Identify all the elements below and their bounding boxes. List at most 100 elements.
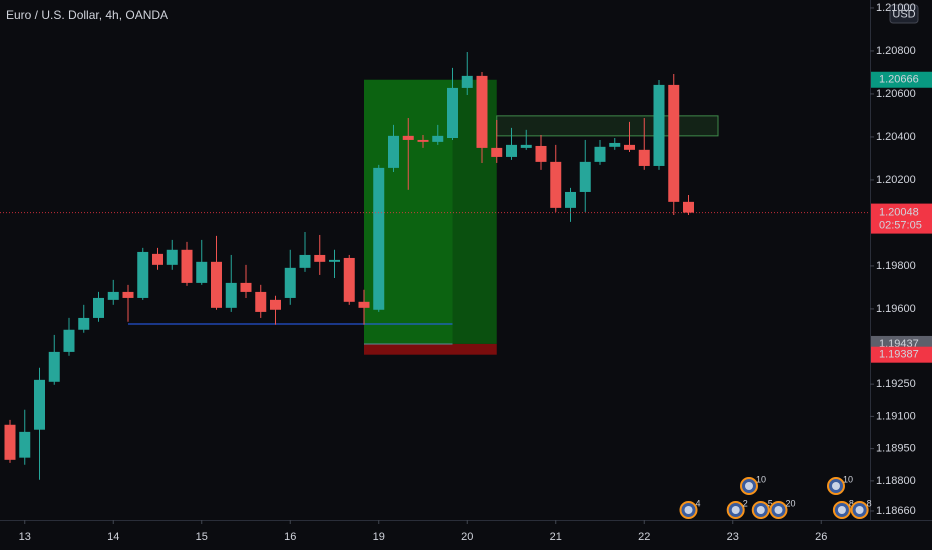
candle-body [19,431,31,458]
candle-body [579,161,591,192]
candle-body [638,149,650,166]
zone [496,115,719,137]
candle-body [476,75,488,148]
price-label: 1.20048 [879,207,919,219]
x-tick-label: 16 [284,531,296,543]
candle-body [240,282,252,292]
y-tick-label: 1.19600 [876,303,916,315]
candle-body [683,201,694,213]
x-tick-label: 14 [107,531,119,543]
candle-body [461,75,473,88]
candle-body [93,297,104,318]
candle-body [535,145,547,162]
x-tick-label: 21 [550,531,562,543]
candle-body [373,167,385,310]
price-label-box [871,71,932,88]
candle-body [314,254,326,262]
currency-button[interactable] [889,4,919,24]
candle-body [550,161,562,208]
price-label-box [871,346,932,363]
candle-body [329,259,340,262]
y-tick-label: 1.20400 [876,131,916,143]
candle-body [417,139,429,142]
y-tick-label: 1.18660 [876,505,916,517]
event-count: 10 [843,474,853,484]
event-icon-inner [832,482,840,490]
candle-body [225,282,237,308]
candle-body [491,147,503,157]
candle-body [520,144,532,148]
event-count: 8 [867,498,872,508]
candle-body [78,317,90,330]
y-tick-label: 1.20200 [876,174,916,186]
candle-body [609,142,621,147]
x-tick-label: 22 [638,531,650,543]
candle-body [211,261,222,308]
event-count: 8 [849,498,854,508]
candle-body [624,144,635,150]
candle-body [152,253,163,265]
x-tick-label: 23 [727,531,739,543]
candle-body [388,135,399,168]
candle-body [270,299,281,310]
candle-body [447,87,458,139]
candle-body [122,291,134,298]
event-count: 5 [768,498,773,508]
event-icon-inner [744,482,753,490]
event-icon-inner [855,506,864,514]
candle-body [107,291,119,300]
candle-body [284,267,296,298]
candle-body [4,424,16,460]
candle-body [137,251,149,298]
event-icon-inner [756,506,765,514]
candle-body [196,261,208,283]
y-tick-label: 1.20800 [876,45,916,57]
x-tick-label: 19 [373,531,385,543]
price-countdown: 02:57:05 [879,220,922,232]
x-tick-label: 20 [461,531,473,543]
candle-body [63,329,75,352]
event-count: 10 [756,474,766,484]
event-icon-inner [731,506,740,514]
candle-body [668,84,680,202]
event-count: 4 [696,498,701,508]
y-tick-label: 1.21000 [876,2,916,14]
candle-body [48,351,60,382]
y-tick-label: 1.19800 [876,260,916,272]
y-tick-label: 1.18800 [876,475,916,487]
candle-body [34,379,45,430]
price-label: 1.19387 [879,349,919,361]
candle-body [299,254,311,268]
candle-body [181,249,193,283]
event-icon-inner [837,506,846,514]
candle-body [565,191,576,208]
x-tick-label: 13 [19,531,31,543]
plot [4,52,719,480]
candle-body [166,249,178,265]
chart-title: Euro / U.S. Dollar, 4h, OANDA [6,8,168,22]
candle-body [358,301,370,308]
position-stop [364,343,497,355]
candle-body [506,144,517,157]
price-label: 1.20666 [879,74,919,86]
event-count: 20 [785,498,795,508]
y-tick-label: 1.18950 [876,443,916,455]
candle-body [255,291,267,312]
y-tick-label: 1.19100 [876,410,916,422]
currency-label[interactable]: USD [892,8,915,20]
x-tick-label: 26 [815,531,827,543]
y-tick-label: 1.19250 [876,378,916,390]
candle-body [402,135,414,140]
y-tick-label: 1.20600 [876,88,916,100]
candle-body [432,135,444,142]
price-label-box [871,203,932,234]
candle-body [594,146,606,162]
candle-body [343,257,355,302]
candle-body [653,84,665,166]
x-tick-label: 15 [196,531,208,543]
position-profit [364,79,497,344]
event-icon-inner [774,506,783,514]
event-icon-inner [684,506,693,514]
